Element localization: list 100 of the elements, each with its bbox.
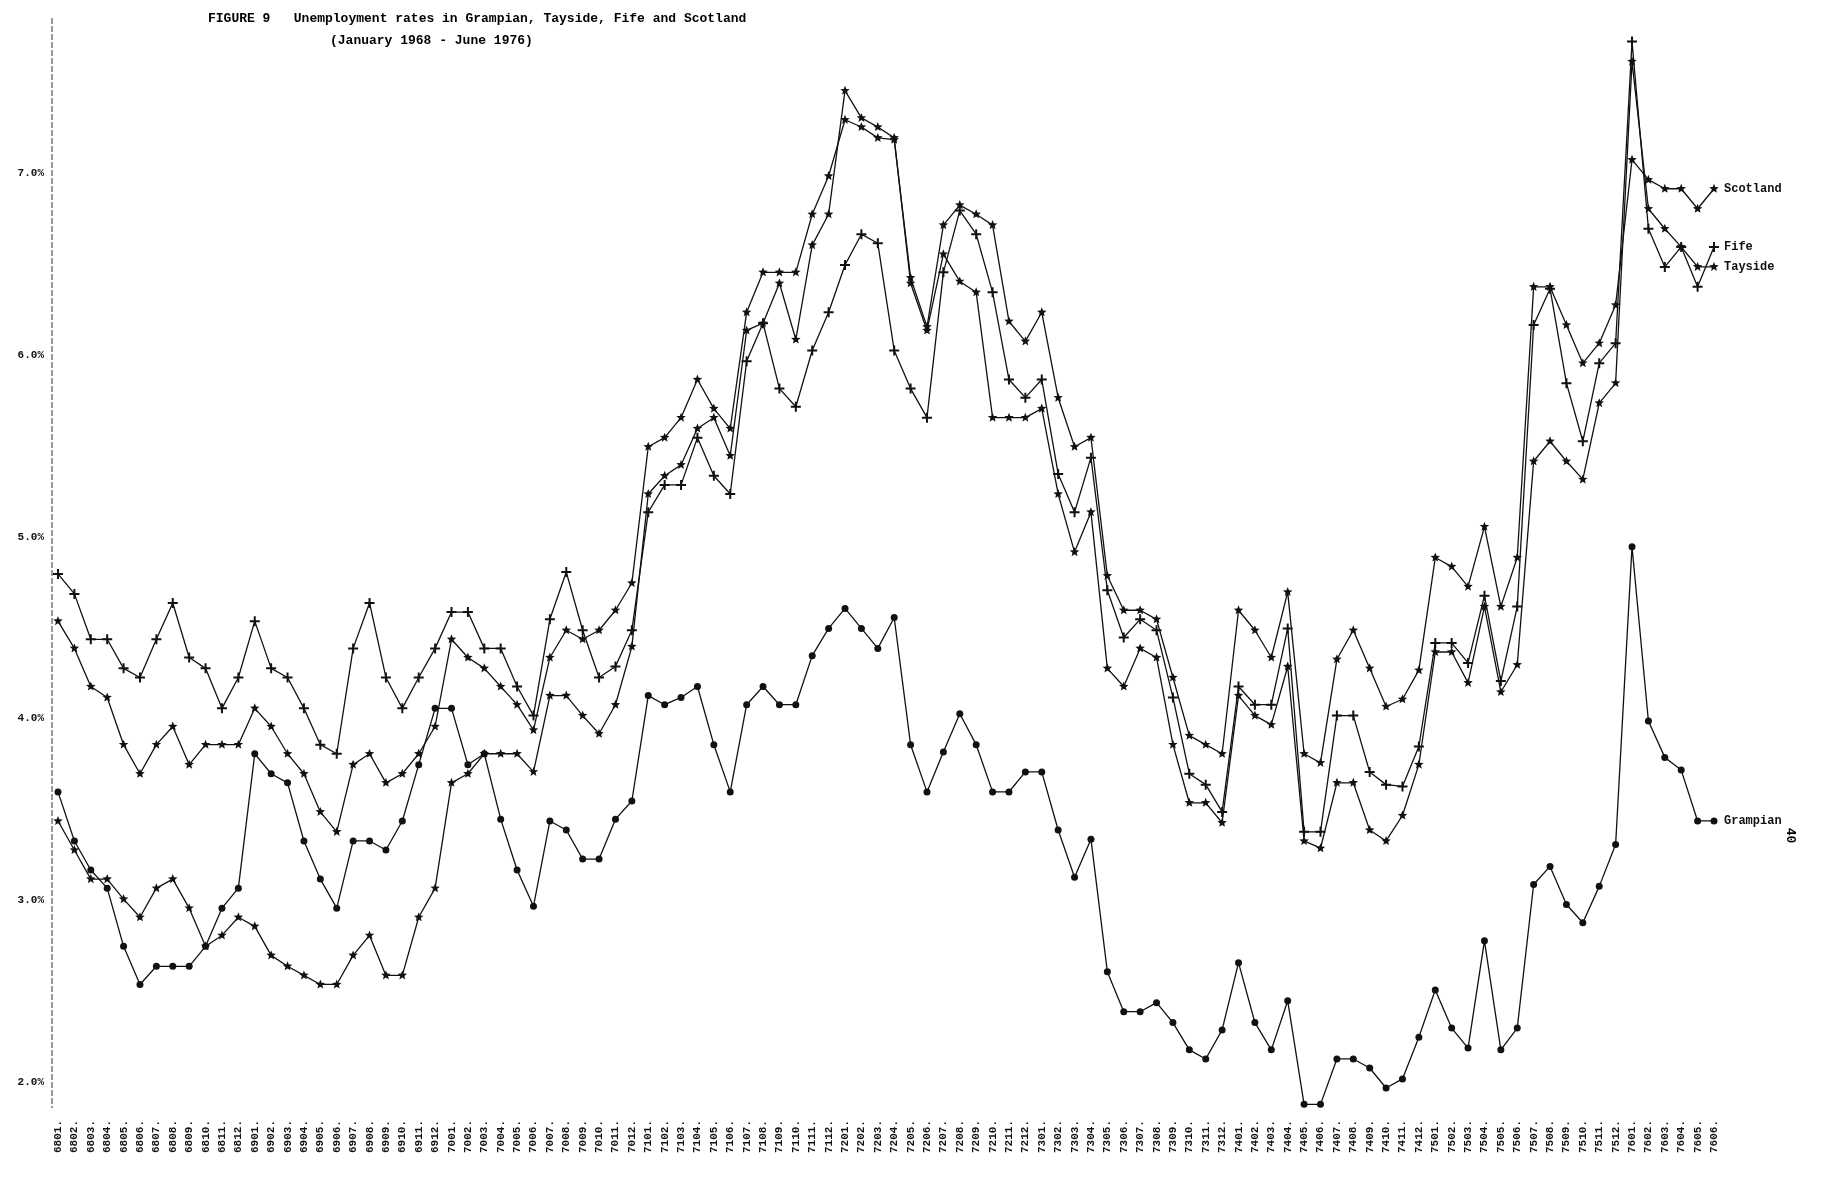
x-tick-label: 7101. — [642, 1120, 655, 1154]
x-tick-label: 7605. — [1691, 1120, 1704, 1154]
x-tick-label: 7005. — [511, 1120, 524, 1154]
x-tick-label: 7309. — [1166, 1120, 1179, 1154]
x-tick-label: 7508. — [1544, 1120, 1557, 1154]
x-tick-label: 7205. — [904, 1120, 917, 1154]
x-tick-label: 7406. — [1314, 1120, 1327, 1154]
x-tick-label: 6912. — [429, 1120, 442, 1154]
series-label: Scotland — [1724, 181, 1782, 196]
x-tick-label: 6907. — [347, 1120, 360, 1154]
x-tick-label: 7008. — [560, 1120, 573, 1154]
chart-title: FIGURE 9 Unemployment rates in Grampian, Tayside, Fife and Scotland — [208, 10, 747, 28]
y-tick-label: 7.0% — [17, 167, 45, 180]
series-label: Tayside — [1724, 259, 1775, 274]
x-tick-label: 7004. — [494, 1120, 507, 1154]
x-tick-label: 7410. — [1380, 1120, 1393, 1154]
x-tick-label: 7306. — [1117, 1120, 1130, 1154]
x-tick-label: 7402. — [1248, 1120, 1261, 1154]
x-tick-label: 7207. — [937, 1120, 950, 1154]
x-tick-label: 7001. — [445, 1120, 458, 1154]
x-tick-label: 7509. — [1560, 1120, 1573, 1154]
x-tick-label: 7503. — [1462, 1120, 1475, 1154]
x-tick-label: 6806. — [133, 1120, 146, 1154]
x-tick-label: 6804. — [101, 1120, 114, 1154]
x-tick-label: 7407. — [1330, 1120, 1343, 1154]
text: (January 1968 - June 1976) — [329, 32, 534, 50]
x-tick-label: 7105. — [707, 1120, 720, 1154]
x-tick-label: 7206. — [920, 1120, 933, 1154]
x-tick-label: 7204. — [888, 1120, 901, 1154]
x-tick-label: 7209. — [970, 1120, 983, 1154]
x-tick-label: 7310. — [1183, 1120, 1196, 1154]
series-label: Grampian — [1724, 813, 1782, 828]
x-tick-label: 7505. — [1494, 1120, 1507, 1154]
x-tick-label: 7107. — [740, 1120, 753, 1154]
x-tick-label: 7511. — [1593, 1120, 1606, 1154]
x-tick-label: 7311. — [1199, 1120, 1212, 1154]
y-tick-label: 2.0% — [17, 1075, 45, 1088]
x-tick-label: 7102. — [658, 1120, 671, 1154]
x-tick-label: 7010. — [593, 1120, 606, 1154]
x-tick-label: 7112. — [822, 1120, 835, 1154]
x-tick-label: 7301. — [1035, 1120, 1048, 1154]
x-tick-label: 7408. — [1347, 1120, 1360, 1154]
x-tick-label: 7412. — [1412, 1120, 1425, 1154]
x-tick-label: 7307. — [1134, 1120, 1147, 1154]
x-tick-label: 7411. — [1396, 1120, 1409, 1154]
x-tick-label: 7211. — [1002, 1120, 1015, 1154]
x-tick-label: 7304. — [1084, 1120, 1097, 1154]
x-tick-label: 7208. — [953, 1120, 966, 1154]
x-tick-label: 6904. — [297, 1120, 310, 1154]
x-tick-label: 6911. — [412, 1120, 425, 1154]
x-tick-label: 7603. — [1658, 1120, 1671, 1154]
x-tick-label: 6802. — [68, 1120, 81, 1154]
x-tick-label: 6801. — [52, 1120, 64, 1154]
x-tick-label: 7308. — [1150, 1120, 1163, 1154]
x-tick-label: 7302. — [1052, 1120, 1065, 1154]
x-tick-label: 6901. — [248, 1120, 261, 1154]
x-tick-label: 7108. — [757, 1120, 770, 1154]
x-tick-label: 6909. — [379, 1120, 392, 1154]
x-tick-label: 7002. — [461, 1120, 474, 1154]
y-tick-label: 3.0% — [17, 893, 45, 906]
x-tick-label: 7401. — [1232, 1120, 1245, 1154]
x-tick-label: 7506. — [1511, 1120, 1524, 1154]
y-tick-label: 5.0% — [17, 530, 45, 543]
x-tick-label: 6803. — [84, 1120, 97, 1154]
x-tick-label: 7602. — [1642, 1120, 1655, 1154]
series-label: Fife — [1724, 239, 1753, 254]
x-tick-label: 7303. — [1068, 1120, 1081, 1154]
x-tick-label: 7502. — [1445, 1120, 1458, 1154]
x-tick-label: 7501. — [1429, 1120, 1442, 1154]
x-tick-label: 6908. — [363, 1120, 376, 1154]
x-tick-label: 7504. — [1478, 1120, 1491, 1154]
x-tick-label: 6905. — [314, 1120, 327, 1154]
x-tick-label: 7409. — [1363, 1120, 1376, 1154]
x-tick-label: 7212. — [1019, 1120, 1032, 1154]
x-tick-label: 6808. — [166, 1120, 179, 1154]
x-tick-label: 6811. — [215, 1120, 228, 1154]
x-tick-label: 7510. — [1576, 1120, 1589, 1154]
x-tick-label: 7604. — [1675, 1120, 1688, 1154]
y-tick-label: 4.0% — [17, 712, 45, 725]
x-tick-label: 7601. — [1626, 1120, 1639, 1154]
x-tick-label: 7007. — [543, 1120, 556, 1154]
x-tick-label: 7103. — [675, 1120, 688, 1154]
x-tick-label: 6910. — [396, 1120, 409, 1154]
x-tick-label: 6906. — [330, 1120, 343, 1154]
x-tick-label: 7109. — [773, 1120, 786, 1154]
x-tick-label: 7003. — [478, 1120, 491, 1154]
x-tick-label: 7009. — [576, 1120, 589, 1154]
x-tick-label: 7404. — [1281, 1120, 1294, 1154]
x-tick-label: 7011. — [609, 1120, 622, 1154]
x-tick-label: 6812. — [232, 1120, 245, 1154]
x-tick-label: 7606. — [1708, 1120, 1720, 1154]
x-tick-label: 7006. — [527, 1120, 540, 1154]
x-tick-label: 7201. — [839, 1120, 852, 1154]
x-tick-label: 6903. — [281, 1120, 294, 1154]
x-tick-label: 6807. — [150, 1120, 163, 1154]
x-tick-label: 7507. — [1527, 1120, 1540, 1154]
x-tick-label: 7512. — [1609, 1120, 1622, 1154]
x-tick-label: 7111. — [806, 1120, 819, 1154]
text: 40 — [1783, 827, 1799, 844]
y-tick-label: 6.0% — [17, 348, 45, 361]
